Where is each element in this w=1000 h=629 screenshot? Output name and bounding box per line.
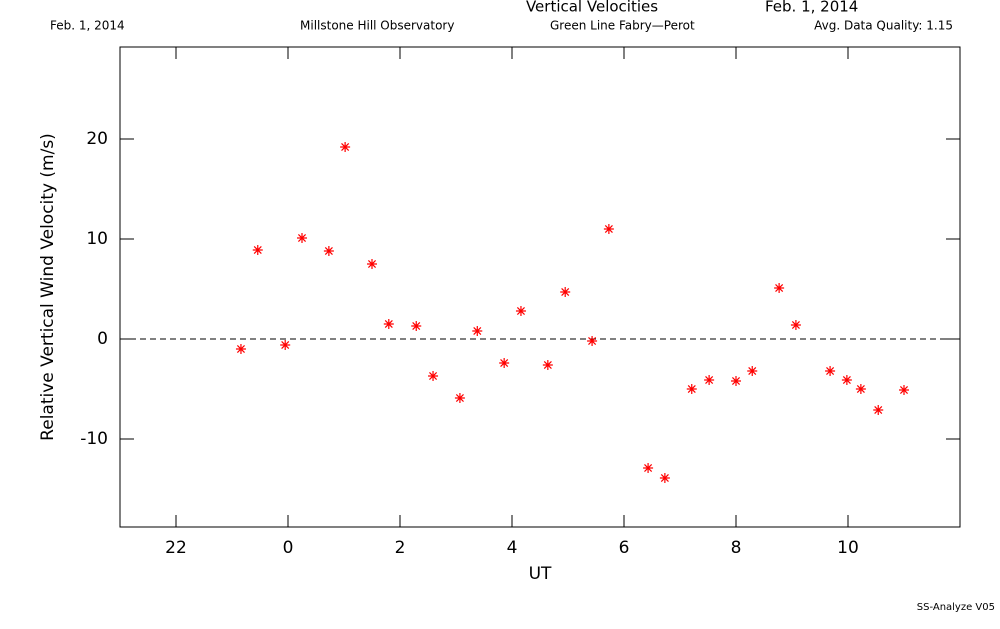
point — [472, 326, 483, 336]
point — [280, 340, 291, 350]
point — [603, 224, 614, 234]
point — [899, 385, 909, 395]
point — [686, 384, 697, 394]
point — [323, 246, 334, 256]
y-axis-label: Relative Vertical Wind Velocity (m/s) — [38, 133, 58, 441]
y-tick-label: -10 — [80, 429, 108, 449]
point — [825, 366, 836, 376]
point — [587, 336, 598, 346]
point — [428, 371, 439, 381]
point — [454, 393, 465, 403]
date-right: Feb. 1, 2014 — [765, 0, 858, 16]
x-tick-label: 10 — [837, 538, 859, 558]
point — [747, 366, 758, 376]
point — [411, 321, 422, 331]
x-tick-label: 0 — [283, 538, 294, 558]
x-tick-label: 2 — [395, 538, 406, 558]
x-tick-label: 8 — [731, 538, 742, 558]
point — [340, 142, 351, 152]
point — [383, 319, 394, 329]
date-left: Feb. 1, 2014 — [50, 19, 125, 33]
point — [731, 376, 741, 386]
point — [499, 358, 510, 368]
point — [542, 360, 553, 370]
point — [367, 259, 377, 269]
point — [873, 405, 884, 415]
point — [704, 375, 715, 385]
point — [252, 245, 263, 255]
instrument: Green Line Fabry—Perot — [550, 19, 695, 33]
point — [297, 233, 307, 243]
point — [235, 344, 246, 354]
point — [643, 463, 654, 473]
y-tick-label: 20 — [86, 129, 108, 149]
point — [841, 375, 852, 385]
point — [659, 473, 670, 483]
point — [774, 283, 785, 293]
point — [790, 320, 801, 330]
y-tick-label: 0 — [97, 329, 108, 349]
x-axis-label: UT — [529, 564, 552, 584]
plot-frame — [119, 46, 961, 528]
x-tick-label: 6 — [619, 538, 630, 558]
chart-title: Vertical Velocities — [526, 0, 658, 16]
observatory: Millstone Hill Observatory — [300, 19, 454, 33]
y-tick-label: 10 — [86, 229, 108, 249]
footer: SS-Analyze V05 — [917, 602, 995, 613]
point — [515, 306, 526, 316]
x-tick-label: 4 — [507, 538, 518, 558]
point — [855, 384, 866, 394]
x-tick-label: 22 — [165, 538, 187, 558]
point — [560, 287, 571, 297]
quality: Avg. Data Quality: 1.15 — [814, 19, 953, 33]
